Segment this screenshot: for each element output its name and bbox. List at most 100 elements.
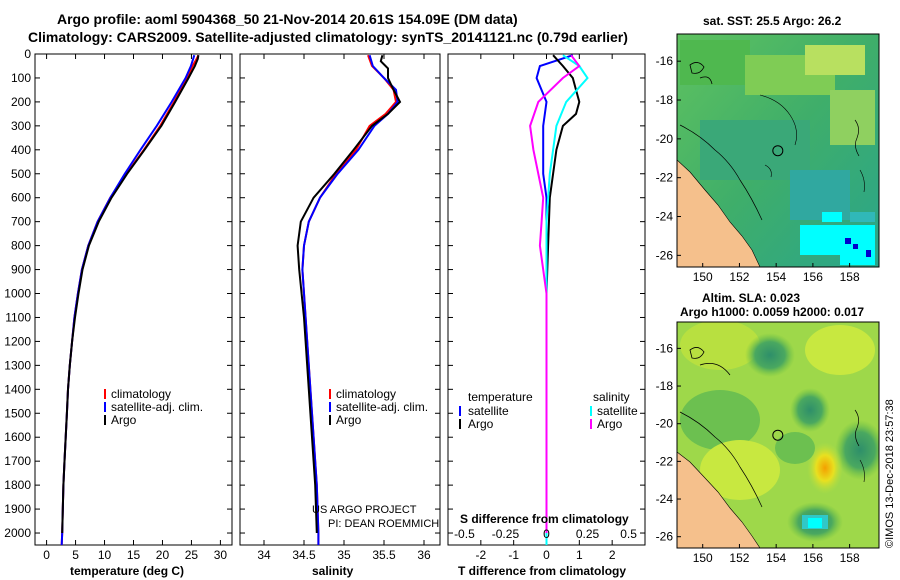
sla-map: Altim. SLA: 0.023 Argo h1000: 0.0059 h20… — [656, 291, 880, 565]
x-tick-label: 30 — [214, 548, 228, 562]
sla-map-axes: 150 152 154 156 158 -16 -18 -20 -22 -24 -26 — [656, 341, 860, 565]
map-x-tick-label: 154 — [766, 270, 786, 284]
y-tick-label: 1600 — [4, 430, 31, 444]
x-tick-label: 34.5 — [292, 548, 316, 562]
map-x-tick-label: 150 — [693, 551, 713, 565]
difference-panel: -2 -1 0 1 2 T difference from climatology -0.5… — [447, 53, 646, 578]
y-tick-label: 700 — [11, 215, 31, 229]
x-tick-label: -2 — [475, 548, 486, 562]
series-line-argo — [296, 54, 402, 534]
credit-line-2: PI: DEAN ROEMMICH — [328, 518, 439, 530]
map-x-tick-label: 152 — [729, 270, 749, 284]
series-line-s-argo — [529, 54, 581, 533]
y-tick-label: 1800 — [4, 478, 31, 492]
legend-label: Argo — [468, 417, 494, 431]
y-tick-label: 100 — [11, 71, 31, 85]
map-x-tick-label: 156 — [803, 551, 823, 565]
y-tick-label: 800 — [11, 239, 31, 253]
x-tick-label: 0 — [43, 548, 50, 562]
x-tick-label: 20 — [156, 548, 170, 562]
x-axis-label: temperature (deg C) — [70, 564, 184, 578]
y-tick-label: 2000 — [4, 526, 31, 540]
x-tick-label: 34 — [257, 548, 271, 562]
figure-title-line-1: Argo profile: aoml 5904368_50 21-Nov-201… — [57, 11, 518, 27]
sst-float-marker — [772, 145, 784, 157]
sla-map-title: Altim. SLA: 0.023 — [702, 291, 800, 305]
y-tick-label: 1900 — [4, 502, 31, 516]
map-y-tick-label: -26 — [656, 248, 674, 262]
credit-line-1: US ARGO PROJECT — [312, 504, 417, 516]
map-x-tick-label: 154 — [766, 551, 786, 565]
y-tick-label: 0 — [24, 47, 31, 61]
sla-float-marker — [772, 429, 784, 441]
x-tick-label: -1 — [508, 548, 519, 562]
salinity-diff-tick-label: 0.5 — [620, 527, 637, 541]
y-tick-label: 1500 — [4, 406, 31, 420]
legend-label: satellite-adj. clim. — [336, 400, 428, 414]
x-tick-label: 10 — [98, 548, 112, 562]
y-tick-label: 1000 — [4, 287, 31, 301]
x-tick-label: 5 — [72, 548, 79, 562]
salinity-diff-label: S difference from climatology — [460, 512, 629, 526]
y-tick-label: 900 — [11, 263, 31, 277]
sst-map-axes: 150 152 154 156 158 -16 -18 -20 -22 -24 -26 — [656, 54, 860, 284]
imos-stamp: ©IMOS 13-Dec-2018 23:57:38 — [884, 399, 896, 548]
x-axis-label: salinity — [312, 564, 354, 578]
legend-label: climatology — [336, 387, 396, 401]
plot-frame — [34, 53, 233, 546]
legend-label: satellite-adj. clim. — [111, 400, 203, 414]
sla-map-subtitle: Argo h1000: 0.0059 h2000: 0.017 — [680, 305, 864, 319]
temperature-panel: 0100200300400500600700800900100011001200… — [4, 47, 233, 578]
legend-label: climatology — [111, 387, 171, 401]
legend-label: Argo — [336, 413, 362, 427]
map-x-tick-label: 150 — [693, 270, 713, 284]
map-y-tick-label: -20 — [656, 132, 674, 146]
y-tick-label: 1100 — [5, 310, 31, 324]
y-tick-label: 1400 — [4, 382, 31, 396]
salinity-panel: 34 34.5 35 35.5 36 salinity climatologysatelli… — [239, 53, 441, 578]
y-tick-label: 500 — [11, 167, 31, 181]
figure-title-line-2: Climatology: CARS2009. Satellite-adjuste… — [28, 29, 628, 45]
map-y-tick-label: -16 — [656, 54, 674, 68]
x-tick-label: 35.5 — [372, 548, 396, 562]
y-tick-label: 300 — [11, 119, 31, 133]
plot-frame — [239, 53, 441, 546]
map-y-tick-label: -26 — [656, 530, 674, 544]
series-line-s-satellite — [545, 54, 589, 545]
map-x-tick-label: 158 — [840, 551, 860, 565]
y-tick-label: 1700 — [4, 454, 31, 468]
salinity-diff-tick-label: -0.5 — [454, 527, 475, 541]
legend-label: Argo — [111, 413, 137, 427]
x-tick-label: 0 — [543, 548, 550, 562]
y-tick-label: 1300 — [4, 358, 31, 372]
legend-temperature-head: temperature — [468, 390, 533, 404]
salinity-diff-tick-label: 0.25 — [576, 527, 600, 541]
salinity-diff-tick-label: 0 — [543, 527, 550, 541]
map-y-tick-label: -18 — [656, 379, 674, 393]
legend-salinity-head: salinity — [593, 390, 630, 404]
series-line-argo — [61, 55, 200, 534]
sst-map-title: sat. SST: 25.5 Argo: 26.2 — [703, 14, 842, 28]
y-tick-label: 600 — [11, 191, 31, 205]
map-x-tick-label: 158 — [840, 270, 860, 284]
legend-label: satellite — [468, 404, 509, 418]
y-tick-label: 400 — [11, 143, 31, 157]
map-y-tick-label: -24 — [656, 210, 674, 224]
x-tick-label: 15 — [127, 548, 141, 562]
x-axis-label: T difference from climatology — [458, 564, 626, 578]
map-x-tick-label: 152 — [729, 551, 749, 565]
x-tick-label: 35 — [337, 548, 351, 562]
legend-label: Argo — [597, 417, 623, 431]
y-tick-label: 1200 — [4, 334, 31, 348]
x-tick-label: 1 — [576, 548, 583, 562]
map-y-tick-label: -16 — [656, 341, 674, 355]
x-tick-label: 2 — [609, 548, 616, 562]
map-y-tick-label: -22 — [656, 171, 674, 185]
map-y-tick-label: -18 — [656, 93, 674, 107]
salinity-diff-tick-label: -0.25 — [492, 527, 520, 541]
x-tick-label: 36 — [417, 548, 431, 562]
map-y-tick-label: -24 — [656, 492, 674, 506]
sst-map: sat. SST: 25.5 Argo: 26.2 1 — [656, 14, 880, 284]
map-y-tick-label: -22 — [656, 454, 674, 468]
